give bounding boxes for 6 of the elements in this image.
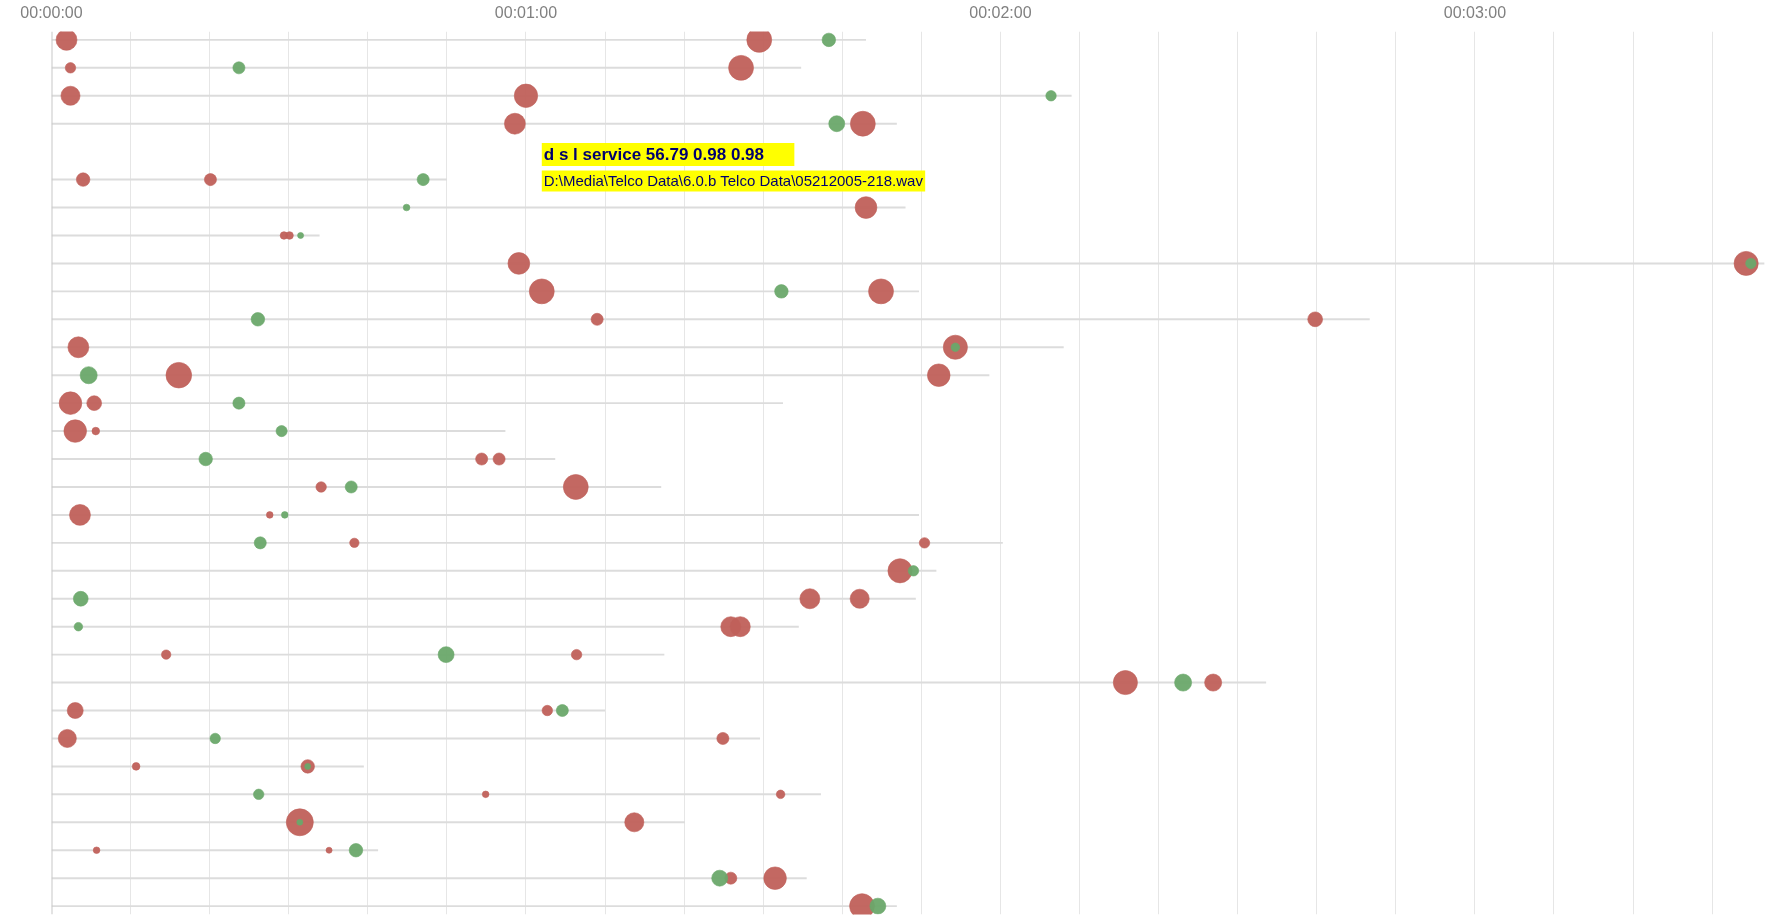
x-tick-label: 00:03:00 bbox=[1443, 3, 1507, 21]
x-tick-label: 00:00:00 bbox=[20, 3, 83, 21]
annotation: d s l service 56.79 0.98 0.98 bbox=[543, 144, 765, 164]
x-tick-label: 00:02:00 bbox=[969, 3, 1032, 21]
annotation: D:\Media\Telco Data\6.0.b Telco Data\05212005-218.wav bbox=[543, 172, 924, 190]
x-tick-label: 00:01:00 bbox=[494, 3, 558, 21]
